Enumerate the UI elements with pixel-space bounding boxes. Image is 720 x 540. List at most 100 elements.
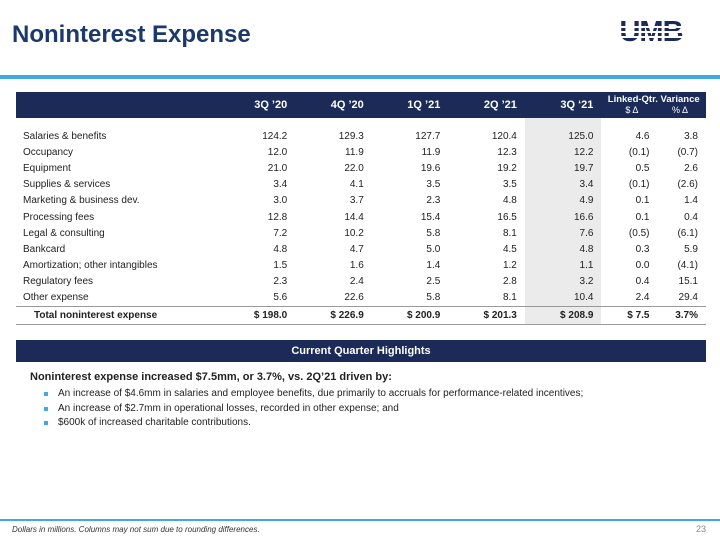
table-cell: Regulatory fees (23, 276, 94, 288)
table-cell: 12.0 (267, 146, 288, 158)
table-cell: $ 208.9 (524, 305, 602, 325)
table-cell: Processing fees (23, 211, 95, 223)
table-cell: 2.5 (426, 276, 441, 288)
table-cell: Total noninterest expense (16, 305, 219, 325)
table-cell: 0.1 (635, 211, 650, 223)
table-cell: 0.4 (635, 276, 650, 288)
table-cell: 10.4 (524, 289, 602, 307)
table-cell: 2.6 (684, 162, 698, 174)
table-cell: Occupancy (23, 146, 74, 158)
table-row: Bankcard 4.8 4.7 5.0 4.5 4.8 0.3 5.9 (16, 241, 706, 258)
table-cell: 1.6 (349, 260, 364, 272)
table-cell: 16.5 (497, 211, 517, 223)
table-cell: Marketing & business dev. (23, 195, 140, 207)
table-cell: 19.2 (497, 162, 517, 174)
table-cell: 12.8 (267, 211, 288, 223)
column-header: 3Q ‘21 (524, 92, 602, 118)
table-cell: 15.4 (420, 211, 441, 223)
list-item: An increase of $2.7mm in operational los… (44, 402, 694, 417)
table-cell: 3.0 (273, 195, 288, 207)
table-cell: 0.5 (635, 162, 650, 174)
table-cell: 3.7% (657, 305, 706, 325)
table-cell: (0.5) (628, 227, 650, 239)
variance-abs-header: $ Δ (625, 105, 639, 115)
bullet-icon (44, 392, 48, 396)
table-cell: 5.8 (426, 227, 441, 239)
table-cell: 19.7 (524, 160, 602, 177)
table-cell: 3.8 (684, 130, 698, 142)
table-cell: 1.1 (524, 257, 602, 274)
table-cell: $ 226.9 (295, 305, 372, 325)
table-cell: $ 200.9 (371, 305, 449, 325)
table-cell: 1.4 (426, 260, 441, 272)
bullet-text: $600k of increased charitable contributi… (58, 417, 251, 428)
table-cell: 22.6 (344, 292, 364, 304)
table-cell: 21.0 (267, 162, 288, 174)
table-cell: 4.8 (273, 243, 288, 255)
table-cell: 4.5 (502, 243, 517, 255)
table-cell: 2.8 (502, 276, 517, 288)
table-cell: 2.4 (349, 276, 364, 288)
footnote: Dollars in millions. Columns may not sum… (12, 525, 260, 534)
column-header: 2Q ’21 (448, 92, 525, 118)
table-cell: 8.1 (502, 227, 517, 239)
table-cell: Legal & consulting (23, 227, 105, 239)
table-cell: $ 7.5 (601, 305, 658, 325)
table-cell: 16.6 (524, 208, 602, 226)
table-cell: 124.2 (262, 130, 288, 142)
variance-title: Linked-Qtr. Variance (607, 94, 700, 105)
table-cell: 8.1 (502, 292, 517, 304)
list-item: $600k of increased charitable contributi… (44, 416, 694, 431)
table-cell: 5.8 (426, 292, 441, 304)
table-cell: 10.2 (344, 227, 364, 239)
table-cell: 0.4 (684, 211, 698, 223)
table-cell: 5.9 (684, 243, 698, 255)
column-header: 4Q ’20 (295, 92, 372, 118)
table-row: Processing fees 12.8 14.4 15.4 16.5 16.6 0.1 0.… (16, 208, 706, 226)
table-row: Salaries & benefits 124.2 129.3 127.7 120.4 1… (16, 128, 706, 145)
variance-header: Linked-Qtr. Variance $ Δ % Δ (601, 92, 706, 118)
table-cell: 5.6 (273, 292, 288, 304)
table-cell: $ 198.0 (218, 305, 296, 325)
table-cell: 4.1 (349, 179, 364, 191)
table-cell: 4.8 (502, 195, 517, 207)
table-cell: 4.8 (524, 241, 602, 258)
table-cell: (0.7) (677, 146, 698, 158)
table-cell: 3.5 (426, 179, 441, 191)
table-row: Legal & consulting 7.2 10.2 5.8 8.1 7.6 (0.5) (… (16, 225, 706, 242)
table-cell: Salaries & benefits (23, 130, 107, 142)
column-header: 1Q ’21 (371, 92, 449, 118)
table-cell: 0.0 (635, 260, 650, 272)
table-row: Amortization; other intangibles 1.5 1.6 1.4… (16, 257, 706, 274)
page-number: 23 (695, 524, 706, 534)
bottom-divider (0, 519, 720, 521)
table-cell: 1.5 (273, 260, 288, 272)
table-cell: 7.6 (524, 225, 602, 242)
table-cell: Bankcard (23, 243, 66, 255)
table-row: Marketing & business dev. 3.0 3.7 2.3 4.8 4.9… (16, 192, 706, 209)
table-cell: 11.9 (421, 146, 441, 158)
bullet-icon (44, 406, 48, 411)
table-cell: 5.0 (426, 243, 441, 255)
highlights-lead: Noninterest expense increased $7.5mm, or… (30, 371, 392, 383)
highlights-list: An increase of $4.6mm in salaries and em… (44, 387, 694, 431)
table-cell: Other expense (23, 292, 89, 304)
table-cell: 4.9 (524, 192, 602, 209)
table-cell: (6.1) (677, 227, 698, 239)
table-row: Equipment 21.0 22.0 19.6 19.2 19.7 0.5 2.6 (16, 160, 706, 177)
table-row: Other expense 5.6 22.6 5.8 8.1 10.4 2.4 29.4 (16, 289, 706, 307)
umb-logo: UMB (604, 18, 698, 46)
table-cell: 22.0 (344, 162, 364, 174)
table-cell: Supplies & services (23, 179, 111, 191)
table-cell: 3.7 (349, 195, 364, 207)
table-cell: Equipment (23, 162, 71, 174)
table-cell: 19.6 (420, 162, 441, 174)
bullet-text: An increase of $2.7mm in operational los… (58, 402, 399, 414)
table-cell: 2.4 (635, 292, 650, 304)
page-title: Noninterest Expense (12, 21, 251, 48)
column-header: 3Q ’20 (218, 92, 296, 118)
table-header-row: 3Q ’20 4Q ’20 1Q ’21 2Q ’21 3Q ‘21 Linke… (16, 92, 706, 118)
table-cell: 0.1 (635, 195, 650, 207)
table-cell: 3.4 (273, 179, 288, 191)
total-row: Total noninterest expense $ 198.0 $ 226.9 $… (16, 305, 706, 325)
